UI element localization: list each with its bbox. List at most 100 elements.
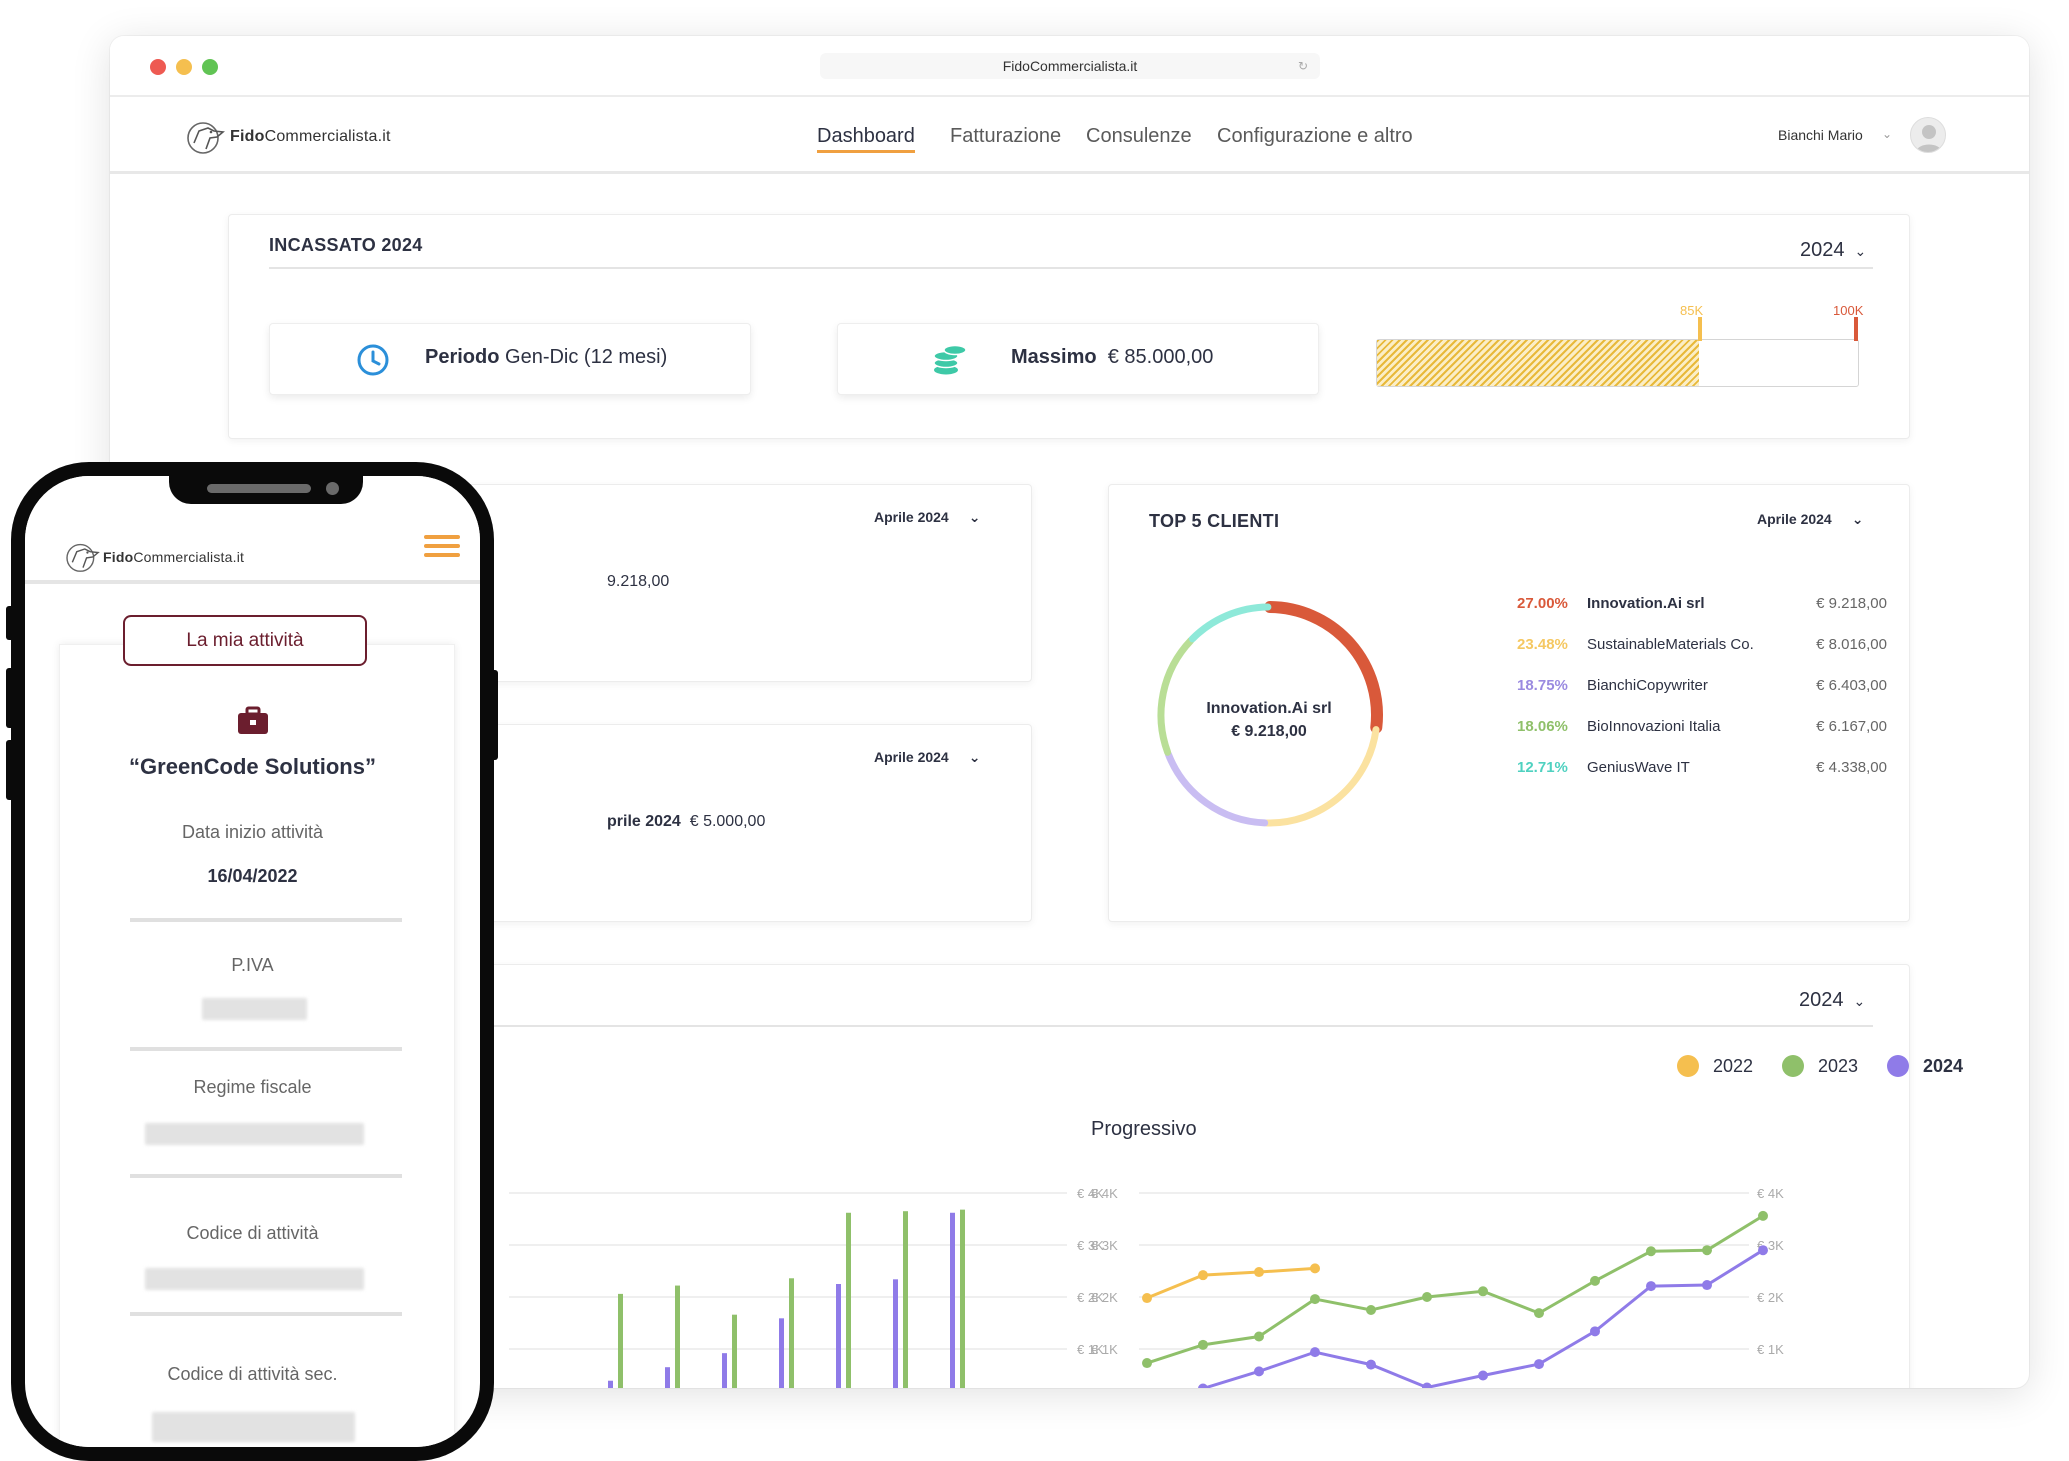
line-point-2023[interactable] [1142, 1358, 1152, 1369]
bar-2024[interactable] [665, 1367, 670, 1388]
client-pct: 18.06% [1517, 718, 1568, 735]
incassato-progress-bar [1376, 339, 1859, 387]
line-point-2023[interactable] [1534, 1308, 1544, 1319]
line-point-2024[interactable] [1590, 1326, 1600, 1337]
client-row[interactable]: 12.71% GeniusWave IT € 4.338,00 [1517, 759, 1897, 783]
top5-period-select[interactable]: Aprile 2024 ⌄ [1757, 511, 1863, 528]
line-point-2022[interactable] [1198, 1270, 1208, 1281]
line-point-2024[interactable] [1310, 1347, 1320, 1358]
dog-logo-icon [66, 543, 100, 572]
bar-2023[interactable] [675, 1285, 680, 1388]
card-b-text: prile 2024 € 5.000,00 [607, 813, 766, 830]
client-value: € 6.403,00 [1816, 677, 1887, 694]
line-point-2023[interactable] [1366, 1305, 1376, 1315]
line-point-2024[interactable] [1478, 1370, 1488, 1381]
chevron-down-icon: ⌄ [1851, 511, 1864, 527]
line-point-2023[interactable] [1310, 1294, 1320, 1305]
line-point-2022[interactable] [1254, 1267, 1264, 1278]
line-point-2023[interactable] [1254, 1331, 1264, 1342]
clock-icon [357, 344, 389, 376]
bar-2024[interactable] [836, 1284, 841, 1388]
line-point-2023[interactable] [1590, 1275, 1600, 1286]
legend-dot [1677, 1055, 1699, 1077]
client-row[interactable]: 18.06% BioInnovazioni Italia € 6.167,00 [1517, 718, 1897, 742]
user-name[interactable]: Bianchi Mario [1778, 127, 1863, 143]
client-name: BianchiCopywriter [1587, 677, 1708, 694]
period-select-b-value: Aprile 2024 [874, 749, 949, 765]
phone-mockup: FidoCommercialista.it [11, 462, 494, 1461]
bar-2024[interactable] [779, 1318, 784, 1388]
line-y-tick-left: € 1K [1091, 1342, 1118, 1357]
client-row[interactable]: 18.75% BianchiCopywriter € 6.403,00 [1517, 677, 1897, 701]
line-point-2023[interactable] [1646, 1246, 1656, 1257]
bar-2023[interactable] [960, 1209, 965, 1388]
nav-configurazione[interactable]: Configurazione e altro [1217, 125, 1413, 147]
bar-2023[interactable] [846, 1212, 851, 1388]
client-row[interactable]: 27.00% Innovation.Ai srl € 9.218,00 [1517, 595, 1897, 619]
client-name: Innovation.Ai srl [1587, 595, 1705, 612]
line-y-tick-left: € 2K [1091, 1290, 1118, 1305]
line-point-2023[interactable] [1198, 1339, 1208, 1350]
line-point-2023[interactable] [1478, 1286, 1488, 1297]
client-pct: 27.00% [1517, 595, 1568, 612]
hamburger-menu-icon[interactable] [424, 535, 460, 562]
chevron-down-icon: ⌄ [968, 509, 981, 525]
minimize-window-dot[interactable] [176, 59, 192, 75]
line-point-2022[interactable] [1310, 1263, 1320, 1274]
bar-2024[interactable] [608, 1380, 613, 1388]
marker-100k [1854, 317, 1858, 341]
year-select[interactable]: 2024 ⌄ [1800, 239, 1866, 262]
line-point-2024[interactable] [1534, 1359, 1544, 1370]
phone-brand-logo[interactable]: FidoCommercialista.it [65, 541, 244, 573]
bar-2024[interactable] [893, 1279, 898, 1388]
nav-dashboard[interactable]: Dashboard [817, 125, 915, 153]
line-point-2024[interactable] [1254, 1366, 1264, 1377]
bar-2023[interactable] [789, 1278, 794, 1388]
line-point-2023[interactable] [1758, 1210, 1768, 1221]
legend-item-2023[interactable]: 2023 [1782, 1055, 1858, 1077]
charts-year-select[interactable]: 2024 ⌄ [1799, 989, 1865, 1012]
phone-volume-up [6, 668, 14, 728]
donut-slice-1[interactable] [1264, 601, 1383, 734]
marker-85k-label: 85K [1680, 303, 1704, 318]
line-point-2023[interactable] [1702, 1245, 1712, 1256]
bar-2023[interactable] [618, 1293, 623, 1388]
address-bar[interactable]: FidoCommercialista.it ↻ [820, 53, 1320, 79]
legend-item-2022[interactable]: 2022 [1677, 1055, 1753, 1077]
card-a-value: 9.218,00 [607, 573, 670, 590]
reload-icon[interactable]: ↻ [1297, 59, 1308, 73]
bar-2024[interactable] [950, 1212, 955, 1388]
divider [269, 267, 1873, 269]
close-window-dot[interactable] [150, 59, 166, 75]
donut-slice-5[interactable] [1188, 603, 1272, 643]
line-point-2024[interactable] [1422, 1382, 1432, 1388]
period-select-a[interactable]: Aprile 2024 ⌄ [874, 509, 980, 526]
line-point-2024[interactable] [1758, 1245, 1768, 1256]
nav-fatturazione[interactable]: Fatturazione [950, 125, 1062, 147]
la-mia-attivita-button[interactable]: La mia attività [123, 615, 367, 666]
line-point-2024[interactable] [1646, 1281, 1656, 1292]
period-select-b[interactable]: Aprile 2024 ⌄ [874, 749, 980, 766]
chevron-down-icon[interactable]: ⌄ [1882, 127, 1893, 141]
line-point-2024[interactable] [1366, 1359, 1376, 1370]
line-point-2024[interactable] [1702, 1280, 1712, 1291]
brand-logo[interactable]: FidoCommercialista.it [186, 119, 391, 155]
donut-slice-2[interactable] [1263, 726, 1380, 827]
legend-label: 2024 [1923, 1055, 1964, 1076]
maximize-window-dot[interactable] [202, 59, 218, 75]
legend-label: 2023 [1818, 1055, 1859, 1076]
client-row[interactable]: 23.48% SustainableMaterials Co. € 8.016,00 [1517, 636, 1897, 660]
donut-slice-3[interactable] [1164, 750, 1269, 827]
legend-label: 2022 [1713, 1055, 1754, 1076]
nav-consulenze[interactable]: Consulenze [1086, 125, 1192, 147]
line-point-2022[interactable] [1142, 1293, 1152, 1304]
bar-2023[interactable] [732, 1314, 737, 1388]
client-value: € 8.016,00 [1816, 636, 1887, 653]
bar-2023[interactable] [903, 1211, 908, 1388]
avatar[interactable] [1910, 117, 1946, 153]
donut-slice-4[interactable] [1157, 636, 1195, 756]
line-point-2024[interactable] [1198, 1383, 1208, 1388]
bar-2024[interactable] [722, 1353, 727, 1388]
line-point-2023[interactable] [1422, 1292, 1432, 1302]
legend-item-2024[interactable]: 2024 [1887, 1055, 1963, 1077]
